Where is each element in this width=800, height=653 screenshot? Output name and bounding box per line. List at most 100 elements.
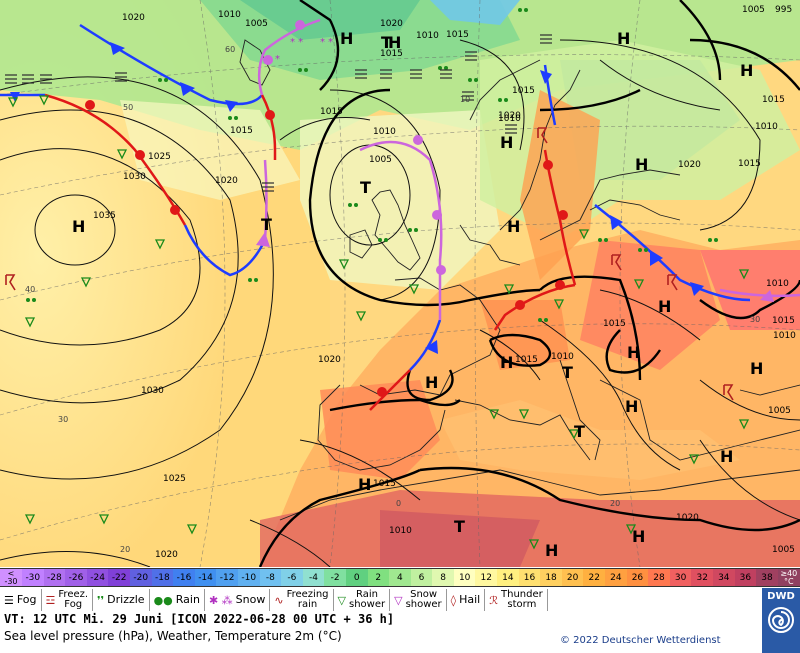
legend-label-line: storm xyxy=(507,599,537,610)
scale-cell: -2 xyxy=(324,569,346,586)
legend-label: Snow xyxy=(235,593,266,606)
legend-snow-shower: ▽ Snow shower xyxy=(390,589,447,611)
legend-fog: ☰ Fog xyxy=(0,589,42,611)
high-label: H xyxy=(627,343,640,362)
scale-cell: 14 xyxy=(497,569,519,586)
valid-time: VT: 12 UTC Mi. 29 Juni [ICON 2022-06-28 … xyxy=(4,612,395,626)
isobar-label: 1030 xyxy=(141,386,164,396)
snow-symbols: * * * * * xyxy=(275,37,333,65)
isobar-label: 1015 xyxy=(603,319,626,329)
high-label: H xyxy=(358,475,371,494)
spiral-icon xyxy=(768,607,794,633)
grid-label: 40 xyxy=(25,285,35,294)
legend-label: Fog xyxy=(16,593,37,606)
scale-cell: 32 xyxy=(691,569,713,586)
scale-cell: -12 xyxy=(216,569,238,586)
coastlines xyxy=(239,39,800,521)
high-label: H xyxy=(72,217,85,236)
rain-shower-symbols xyxy=(7,95,750,550)
grid-label: 30 xyxy=(58,415,68,424)
thunderstorm-icon: ℛ xyxy=(489,593,499,607)
scale-label: < xyxy=(7,568,15,578)
legend-label-line: Snow xyxy=(410,589,438,600)
isobar-label: 1005 xyxy=(742,5,765,15)
scale-cell: -6 xyxy=(281,569,303,586)
isobar-label: 1015 xyxy=(738,159,761,169)
high-label: H xyxy=(340,29,353,48)
high-label: H xyxy=(507,217,520,236)
isobar-label: 1025 xyxy=(148,152,171,162)
isobar-label: 1005 xyxy=(768,406,791,416)
legend-rain: ●● Rain xyxy=(150,589,205,611)
isobar-label: 1010 xyxy=(218,10,241,20)
scale-cell: -10 xyxy=(237,569,260,586)
legend-label: Hail xyxy=(459,593,481,606)
svg-text:*: * xyxy=(275,54,280,65)
legend-label: Rain xyxy=(175,593,200,606)
pressure-centers: H H H H H H H H H H H H H H H H H H T T … xyxy=(72,29,763,560)
legend-freezing-fog: ☲ Freez. Fog xyxy=(42,589,94,611)
warm-front-semicircles xyxy=(85,100,568,397)
isobar-label: 1010 xyxy=(416,31,439,41)
rain-icon: ●● xyxy=(153,593,173,607)
isobar-label: 1020 xyxy=(215,176,238,186)
low-label: T xyxy=(261,215,272,234)
occluded-front-symbols xyxy=(256,20,774,302)
scale-cell: 20 xyxy=(561,569,584,586)
grid-label: 20 xyxy=(610,499,620,508)
legend-rain-shower: ▽ Rain shower xyxy=(334,589,391,611)
warm-fronts xyxy=(44,93,577,411)
rain-shower-icon: ▽ xyxy=(337,593,346,607)
scale-cell: 2 xyxy=(367,569,390,586)
isobar-label: 1020 xyxy=(676,513,699,523)
isobar-label: 1010 xyxy=(766,279,789,289)
legend-drizzle: ❜❜ Drizzle xyxy=(93,589,150,611)
low-label: T xyxy=(574,422,585,441)
isobar-label: 1005 xyxy=(245,19,268,29)
scale-cell: -4 xyxy=(302,569,325,586)
legend-label: Rain shower xyxy=(349,590,385,610)
snow-icon: ✱ ⁂ xyxy=(208,593,233,607)
scale-cell: 10 xyxy=(453,569,476,586)
legend-label: Snow shower xyxy=(406,590,442,610)
scale-cell-min: < -30 xyxy=(0,569,22,586)
isobar-label: 1015 xyxy=(515,355,538,365)
graticule xyxy=(0,0,800,567)
legend-label-line: rain xyxy=(297,599,318,610)
grid-labels: 60 50 40 30 20 10 0 20 30 xyxy=(25,45,760,554)
grid-label: 60 xyxy=(225,45,235,54)
freezing-rain-icon: ∿ xyxy=(274,593,284,607)
scale-cell: -8 xyxy=(259,569,282,586)
isobar-label: 1015 xyxy=(446,30,469,40)
grid-label: 30 xyxy=(750,315,760,324)
grid-label: 50 xyxy=(123,103,133,112)
dwd-logo-text: DWD xyxy=(767,591,795,602)
scale-cell: 6 xyxy=(410,569,433,586)
scale-cell: 38 xyxy=(756,569,778,586)
fog-symbols xyxy=(5,34,552,192)
weather-map: * * * * * H H H H H H H H H H H H H H H … xyxy=(0,0,800,567)
svg-text:* *: * * xyxy=(290,37,303,48)
high-label: H xyxy=(545,541,558,560)
isobar-label: 1015 xyxy=(762,95,785,105)
isobar-label: 1015 xyxy=(373,479,396,489)
legend-snow: ✱ ⁂ Snow xyxy=(205,589,271,611)
legend-label-line: Fog xyxy=(64,599,83,610)
isobar-label: 1010 xyxy=(551,352,574,362)
legend-freezing-rain: ∿ Freezing rain xyxy=(270,589,334,611)
scale-cell: 16 xyxy=(518,569,541,586)
isobar-label: 1015 xyxy=(230,126,253,136)
legend-label: Freezing rain xyxy=(287,590,329,610)
scale-cell: 0 xyxy=(345,569,368,586)
rain-symbols xyxy=(26,8,718,322)
isobar-label: 1010 xyxy=(498,114,521,124)
scale-cell: -20 xyxy=(129,569,152,586)
low-label: T xyxy=(360,178,371,197)
cold-front-triangles xyxy=(10,42,704,354)
legend-label-line: shower xyxy=(348,599,386,610)
legend-thunderstorm: ℛ Thunder storm xyxy=(485,589,548,611)
scale-cell: -28 xyxy=(43,569,66,586)
scale-cell: 12 xyxy=(475,569,498,586)
isobar-labels: 1020 1010 1005 1015 1015 1015 1015 1010 … xyxy=(93,5,796,560)
low-label: T xyxy=(562,363,573,382)
